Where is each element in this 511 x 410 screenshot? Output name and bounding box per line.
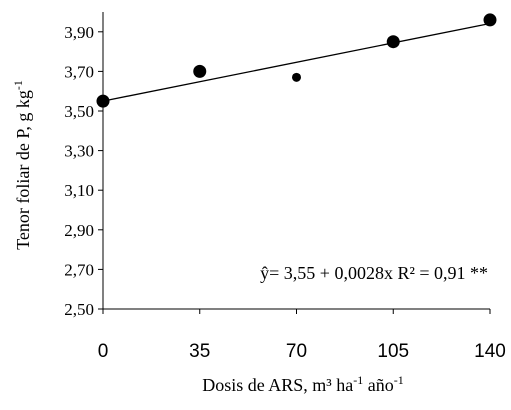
x-axis-title-exp1: -1 — [353, 373, 363, 387]
x-tick-label: 105 — [377, 341, 409, 362]
x-axis-title: Dosis de ARS, m³ ha-1 año-1 — [202, 373, 403, 395]
y-tick-label: 2,70 — [64, 260, 94, 279]
x-tick-label: 0 — [98, 341, 109, 362]
regression-equation: ŷ= 3,55 + 0,0028x R² = 0,91 ** — [260, 263, 488, 283]
data-points — [96, 13, 497, 108]
y-tick-label: 3,30 — [64, 142, 94, 161]
x-tick-label: 140 — [474, 341, 506, 362]
y-axis-title-main: Tenor foliar de P, g kg — [13, 90, 33, 250]
x-axis-ticks: 0 35 70 105 140 — [98, 309, 506, 362]
trendline — [102, 22, 491, 102]
data-point — [193, 64, 207, 78]
data-point — [96, 94, 110, 108]
data-point — [292, 72, 301, 82]
y-tick-label: 3,70 — [64, 62, 94, 81]
y-tick-label: 3,50 — [64, 102, 94, 121]
y-tick-label: 2,90 — [64, 221, 94, 240]
y-axis-ticks: 2,50 2,70 2,90 3,10 3,30 3,50 3,70 3,90 — [64, 23, 103, 319]
y-tick-label: 3,90 — [64, 23, 94, 42]
data-point — [386, 35, 400, 49]
y-tick-label: 2,50 — [64, 300, 94, 319]
x-axis-title-main: Dosis de ARS, m³ ha — [202, 375, 353, 395]
x-axis-title-exp2: -1 — [394, 373, 404, 387]
y-axis-title-exp: -1 — [11, 80, 25, 90]
x-axis-title-mid: año — [363, 375, 394, 395]
x-tick-label: 70 — [286, 341, 307, 362]
y-axis-title: Tenor foliar de P, g kg-1 — [11, 80, 33, 250]
x-tick-label: 35 — [189, 341, 210, 362]
data-point — [483, 13, 497, 27]
y-tick-label: 3,10 — [64, 181, 94, 200]
